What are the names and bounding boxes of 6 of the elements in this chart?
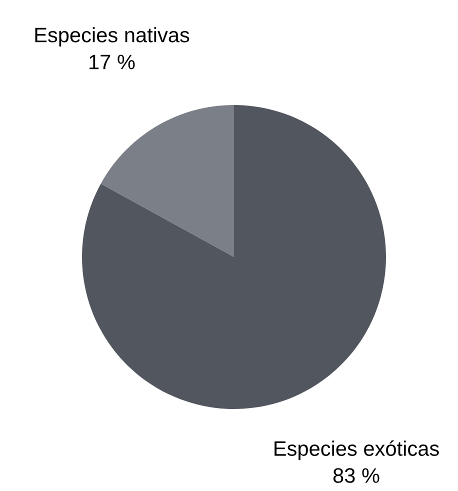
slice-label: Especies exóticas	[274, 440, 439, 460]
pie-slice	[82, 105, 386, 409]
pie-slice	[100, 105, 234, 257]
data-label: 17 %	[90, 54, 135, 70]
data-label: 83 %	[333, 468, 380, 483]
slice-label: Especies nativas	[35, 27, 190, 47]
